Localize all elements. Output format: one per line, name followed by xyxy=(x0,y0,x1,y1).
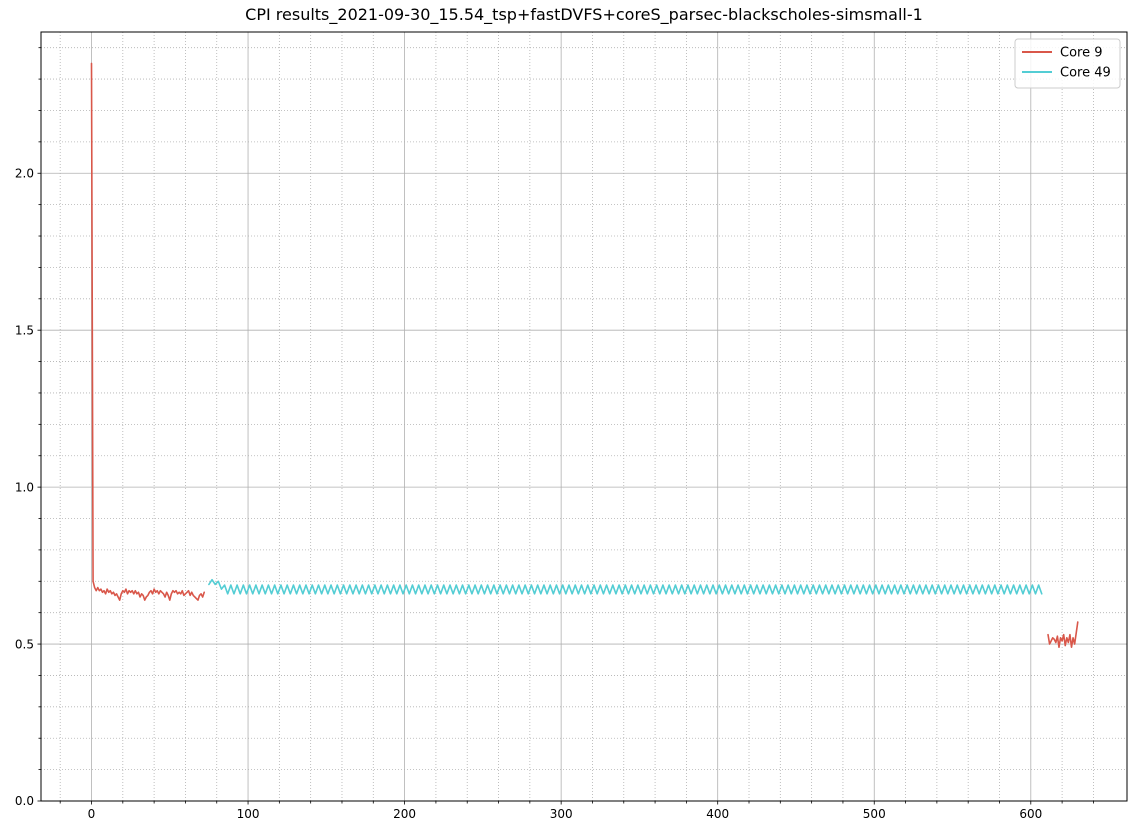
y-tick-label: 0.5 xyxy=(15,637,34,651)
legend-label-core-9: Core 9 xyxy=(1060,46,1103,61)
x-tick-label: 200 xyxy=(393,807,416,821)
x-axis: 0 100 200 300 400 500 600 xyxy=(59,801,1094,821)
major-grid xyxy=(41,32,1127,802)
series-line-core-9 xyxy=(90,62,206,601)
y-tick-label: 1.5 xyxy=(15,323,34,337)
x-tick-label: 300 xyxy=(550,807,573,821)
x-tick-label: 400 xyxy=(706,807,729,821)
series-line-core-9 xyxy=(1047,621,1079,649)
y-axis: 0.0 0.5 1.0 1.5 2.0 xyxy=(15,47,41,808)
x-tick-label: 500 xyxy=(863,807,886,821)
series-line-core-49 xyxy=(208,578,1043,595)
minor-grid xyxy=(41,32,1127,801)
y-tick-label: 2.0 xyxy=(15,166,34,180)
y-tick-label: 1.0 xyxy=(15,480,34,494)
legend-label-core-49: Core 49 xyxy=(1060,66,1111,81)
chart-title: CPI results_2021-09-30_15.54_tsp+fastDVF… xyxy=(245,5,923,25)
y-tick-label: 0.0 xyxy=(15,794,34,808)
x-tick-label: 0 xyxy=(88,807,96,821)
legend: Core 9 Core 49 xyxy=(1014,38,1121,89)
plot-frame xyxy=(40,31,1128,802)
x-tick-label: 600 xyxy=(1019,807,1042,821)
series-layer xyxy=(90,62,1079,649)
x-tick-label: 100 xyxy=(237,807,260,821)
